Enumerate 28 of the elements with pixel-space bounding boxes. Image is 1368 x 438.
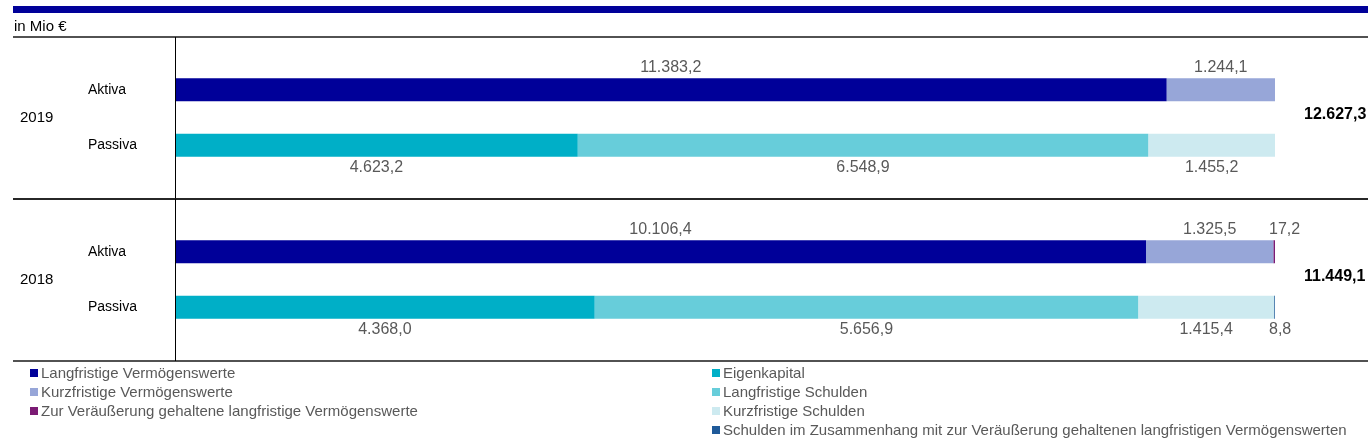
y-tick-label: Passiva [88,136,138,153]
legend-label: Kurzfristige Schulden [723,402,865,419]
text: 12.627,3 [1304,104,1367,122]
y-tick-label: Aktiva [88,242,127,259]
data-label: 11.383,2 [640,57,702,75]
data-label: 5.656,9 [839,320,894,338]
legend-label: Langfristige Vermögenswerte [41,364,236,381]
y-axis-title: 2018 [20,269,54,287]
data-label: 17,2 [1269,219,1301,237]
legend-label: Kurzfristige Vermögenswerte [41,383,233,400]
data-label: 1.244,1 [1194,57,1248,75]
y-tick-label: Aktiva [88,80,127,97]
data-label: 1.415,4 [1179,320,1233,338]
text: 11.449,1 [1304,266,1366,284]
data-label: 10.106,4 [629,219,692,237]
data-label: 4.368,0 [358,320,412,338]
data-label: 1.325,5 [1182,219,1237,237]
data-label: 8,8 [1269,320,1292,338]
legend-label: Eigenkapital [723,364,805,381]
legend-label: Schulden im Zusammenhang mit zur Veräußerung gehaltenen langfristigen Vermögenswerten [723,421,1347,438]
data-label: 6.548,9 [836,158,890,176]
data-label: 1.455,2 [1184,158,1239,176]
legend-label: Zur Veräußerung gehaltene langfristige Vermögenswerte [41,402,418,419]
legend-label: Langfristige Schulden [723,383,868,400]
y-axis-title: 2019 [20,107,54,125]
y-tick-label: Passiva [88,298,138,315]
data-label: 4.623,2 [349,158,404,176]
x-axis-title: in Mio € [14,17,67,34]
